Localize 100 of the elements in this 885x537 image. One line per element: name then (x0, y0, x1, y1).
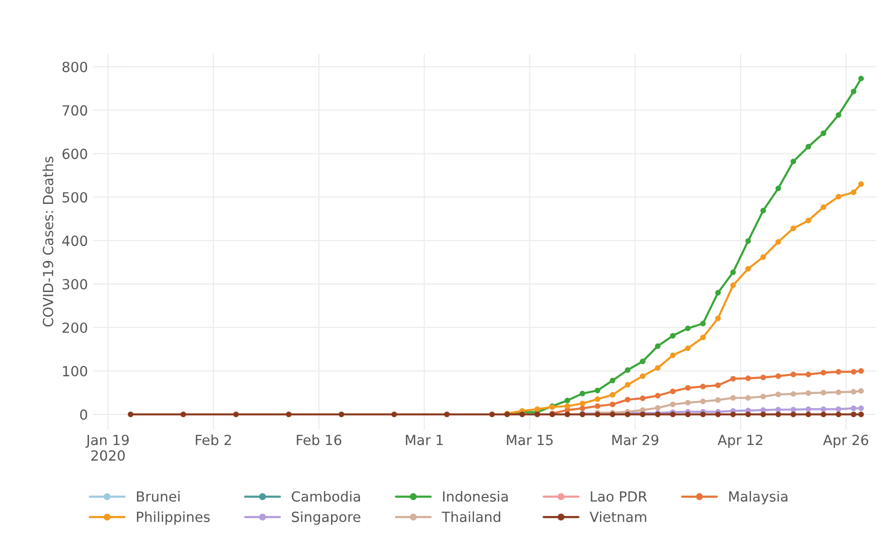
point (640, 373, 646, 379)
point (564, 412, 570, 418)
point (775, 373, 782, 379)
point (836, 406, 842, 412)
point (790, 226, 796, 232)
x-tick-label: Apr 12 (718, 434, 762, 448)
point (836, 112, 842, 118)
point (700, 398, 706, 404)
legend-label: Brunei (136, 490, 180, 502)
point (670, 402, 676, 408)
point (580, 406, 586, 412)
point (338, 412, 344, 418)
y-axis-title: COVID-19 Cases: Deaths (42, 156, 54, 327)
point (640, 396, 646, 402)
point (790, 406, 796, 412)
point (790, 412, 796, 418)
point (624, 396, 630, 402)
y-tick-label: 700 (62, 105, 88, 116)
point (730, 412, 736, 418)
point (700, 320, 706, 326)
point (564, 403, 570, 409)
point (775, 239, 782, 245)
point (534, 412, 540, 418)
point (594, 396, 600, 402)
point (654, 392, 661, 398)
point (594, 403, 600, 409)
point (233, 412, 239, 418)
point (685, 326, 691, 332)
point (580, 400, 586, 406)
point (286, 412, 292, 418)
point (624, 367, 630, 373)
point (610, 392, 616, 398)
x-tick-label: Feb 2 (196, 434, 231, 446)
legend-label: Malaysia (729, 490, 788, 504)
y-tick-label: 200 (62, 322, 88, 333)
legend-label: Philippines (136, 511, 210, 525)
point (594, 388, 600, 394)
point (745, 266, 751, 272)
point (534, 406, 540, 412)
point (850, 88, 856, 94)
point (806, 144, 812, 150)
point (858, 406, 864, 412)
point (745, 412, 751, 418)
point (760, 412, 766, 418)
point (858, 76, 864, 82)
y-tick-label: 600 (62, 148, 88, 160)
point (700, 384, 706, 390)
point (775, 186, 782, 192)
point (858, 388, 864, 394)
legend-label: Vietnam (590, 511, 646, 522)
point (745, 395, 751, 401)
point (128, 412, 134, 418)
point (654, 405, 661, 411)
point (715, 316, 721, 322)
point (806, 412, 812, 418)
y-tick-label: 400 (62, 236, 88, 246)
point (670, 352, 676, 358)
point (820, 370, 826, 376)
point (610, 402, 616, 408)
point (790, 158, 796, 164)
point (850, 190, 856, 196)
point (850, 389, 856, 395)
point (745, 376, 751, 382)
point (715, 412, 721, 418)
point (790, 391, 796, 397)
point (180, 412, 186, 418)
y-tick-label: 800 (62, 62, 88, 72)
point (564, 398, 570, 404)
point (858, 181, 864, 187)
point (858, 412, 864, 418)
point (640, 358, 646, 364)
point (685, 412, 691, 418)
x-tick-label: Apr 26 (823, 434, 868, 448)
point (624, 382, 630, 388)
point (820, 406, 826, 412)
point (654, 343, 661, 349)
x-tick-label: Feb 16 (296, 434, 342, 446)
point (775, 392, 782, 398)
point (715, 397, 721, 403)
legend-label: Cambodia (292, 490, 360, 502)
point (730, 376, 736, 382)
point (806, 372, 812, 378)
point (836, 389, 842, 396)
point (745, 238, 751, 244)
y-tick-label: 300 (62, 278, 88, 290)
point (836, 369, 842, 375)
x-tick-label: Jan 19 2020 (86, 434, 129, 461)
point (806, 390, 812, 396)
point (850, 406, 856, 412)
y-tick-label: 500 (62, 192, 88, 203)
point (820, 390, 826, 396)
point (836, 412, 842, 418)
point (670, 388, 676, 394)
point (670, 412, 676, 418)
point (760, 208, 766, 214)
point (850, 369, 856, 375)
legend-label: Thailand (442, 511, 500, 522)
point (730, 270, 736, 276)
point (790, 372, 796, 378)
point (519, 412, 525, 418)
